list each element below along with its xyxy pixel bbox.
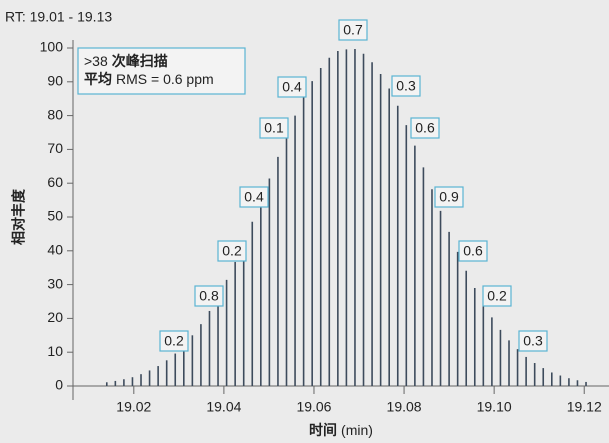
annotation: 0.3 (396, 78, 416, 94)
annotation: 0.6 (463, 243, 483, 259)
x-tick-label: 19.04 (206, 399, 241, 415)
annotation-box (277, 76, 307, 98)
y-tick-label: 90 (47, 73, 63, 89)
y-tick-label: 10 (47, 343, 63, 359)
annotation: 0.8 (199, 288, 219, 304)
annotation-box (239, 186, 269, 208)
annotation-box (391, 75, 421, 97)
y-tick-label: 70 (47, 140, 63, 156)
annotation-box (338, 19, 368, 41)
y-tick-label: 80 (47, 106, 63, 122)
x-axis-label: 时间 (min) (309, 422, 373, 438)
x-axis-label-unit: (min) (341, 422, 373, 438)
subtitle: RT: 19.01 - 19.13 (5, 9, 112, 25)
annotation-box (159, 330, 189, 352)
annotation: 0.2 (487, 288, 507, 304)
annotation-box (194, 285, 224, 307)
scan-count: >38 (84, 53, 108, 69)
annotation: 0.1 (264, 120, 284, 136)
y-tick-label: 50 (47, 208, 63, 224)
y-tick-label: 0 (55, 377, 63, 393)
x-axis-label-bold: 时间 (309, 422, 337, 438)
y-tick-label: 30 (47, 275, 63, 291)
x-tick-label: 19.06 (296, 399, 331, 415)
annotation-box (259, 117, 289, 139)
annotation-box (217, 240, 247, 262)
y-tick-label: 100 (40, 39, 64, 55)
scan-label: 次峰扫描 (112, 53, 168, 69)
annotation: 0.2 (164, 333, 184, 349)
info-line-1: >38 次峰扫描 (84, 53, 168, 69)
y-tick-label: 20 (47, 309, 63, 325)
annotation: 0.4 (244, 189, 264, 205)
info-box (77, 47, 246, 95)
annotation: 0.6 (415, 120, 435, 136)
annotation: 0.9 (439, 189, 459, 205)
annotation: 0.3 (523, 333, 543, 349)
avg-label: 平均 (84, 71, 112, 87)
annotation-box (410, 117, 440, 139)
annotation-box (518, 330, 548, 352)
annotation-box (482, 285, 512, 307)
annotation-box (434, 186, 464, 208)
info-line-2: 平均 RMS = 0.6 ppm (84, 71, 214, 87)
annotation: 0.4 (282, 79, 302, 95)
x-tick-label: 19.08 (387, 399, 422, 415)
annotation-box (458, 240, 488, 262)
annotation: 0.2 (222, 243, 242, 259)
x-tick-label: 19.02 (116, 399, 151, 415)
y-axis-label: 相对丰度 (11, 188, 27, 245)
annotation: 0.7 (343, 22, 363, 38)
rms: RMS = 0.6 ppm (116, 71, 214, 87)
x-tick-label: 19.10 (477, 399, 512, 415)
y-tick-label: 60 (47, 174, 63, 190)
y-tick-label: 40 (47, 242, 63, 258)
x-tick-label: 19.12 (567, 399, 602, 415)
